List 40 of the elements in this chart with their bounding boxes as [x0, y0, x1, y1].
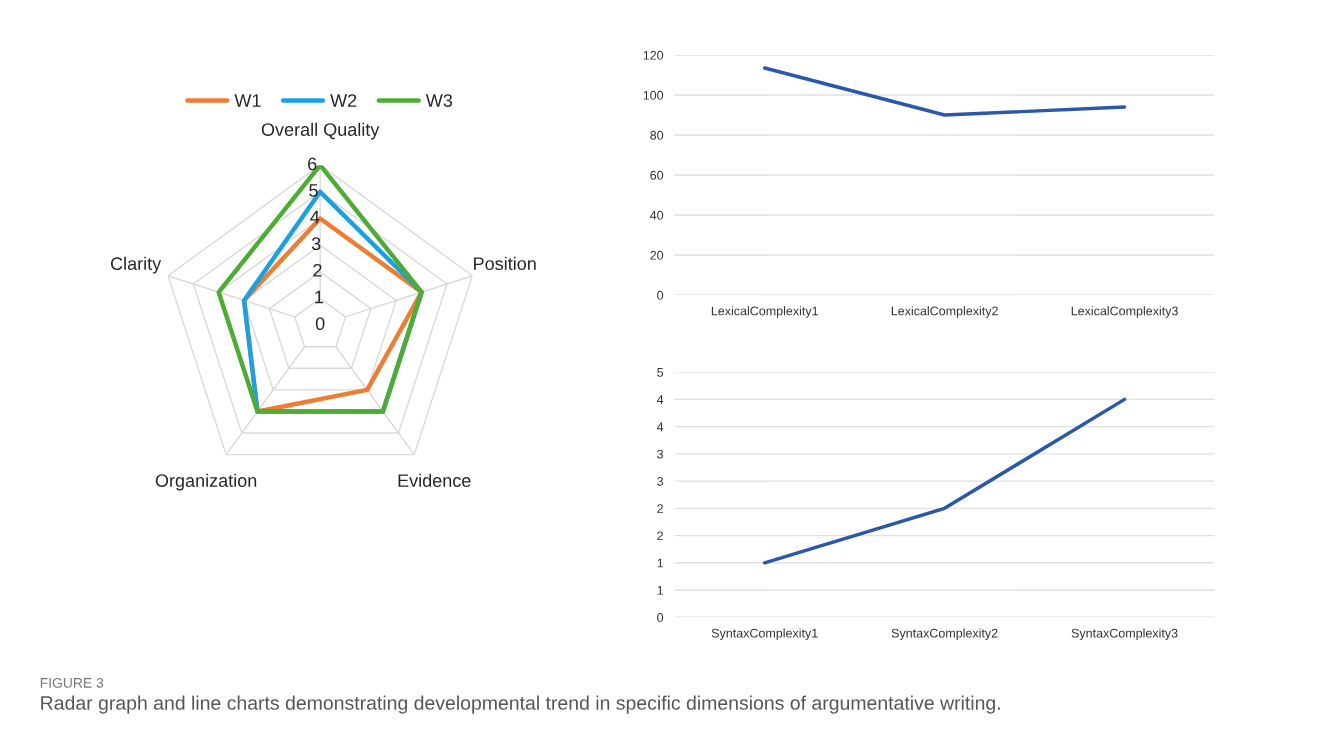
caption: FIGURE 3 — [40, 677, 104, 688]
y-tick-label: 3 — [657, 449, 664, 459]
y-tick-label: 4 — [656, 422, 664, 432]
x-tick-label: SyntaxComplexity2 — [891, 628, 998, 641]
y-tick-label: 2 — [657, 504, 663, 513]
y-tick-label: 5 — [309, 184, 318, 197]
x-tick-label: SyntaxComplexity1 — [711, 628, 818, 641]
x-tick-label: LexicalComplexity3 — [1071, 306, 1178, 318]
y-tick-label: 20 — [650, 250, 664, 260]
spoke-label: Position — [474, 256, 536, 271]
y-tick-label: 3 — [311, 237, 321, 251]
spoke-label: Evidence — [398, 473, 471, 487]
spoke-label: Overall Quality — [261, 122, 380, 140]
y-tick-label: 100 — [643, 90, 664, 100]
legend-label: W2 — [330, 94, 357, 107]
y-tick-label: 2 — [313, 263, 322, 277]
y-tick-label: 1 — [657, 558, 664, 568]
x-tick-label: LexicalComplexity2 — [891, 306, 998, 318]
x-tick-label: SyntaxComplexity3 — [1071, 628, 1178, 641]
y-tick-label: 3 — [657, 476, 664, 486]
y-tick-label: 4 — [656, 395, 664, 404]
x-tick-label: LexicalComplexity1 — [711, 306, 818, 318]
y-tick-label: 40 — [650, 210, 664, 220]
y-tick-label: 0 — [315, 317, 325, 331]
y-tick-label: 1 — [657, 585, 664, 595]
y-tick-label: 120 — [643, 50, 664, 60]
y-tick-label: 5 — [657, 368, 664, 377]
y-tick-label: 1 — [315, 290, 323, 304]
y-tick-label: 2 — [657, 531, 663, 541]
spoke-label: Clarity — [110, 256, 162, 274]
legend-label: W3 — [425, 94, 453, 107]
y-tick-label: 0 — [657, 613, 664, 622]
y-tick-label: 80 — [650, 130, 664, 140]
text: Radar graph and line charts demonstrating developmental trend in specific dimensions of argumentative writing. — [41, 695, 1000, 714]
y-tick-label: 6 — [308, 157, 317, 171]
y-tick-label: 0 — [657, 290, 664, 300]
legend-label: W1 — [234, 94, 261, 107]
spoke-label: Organization — [155, 473, 257, 491]
y-tick-label: 60 — [650, 170, 664, 180]
y-tick-label: 4 — [310, 210, 320, 224]
